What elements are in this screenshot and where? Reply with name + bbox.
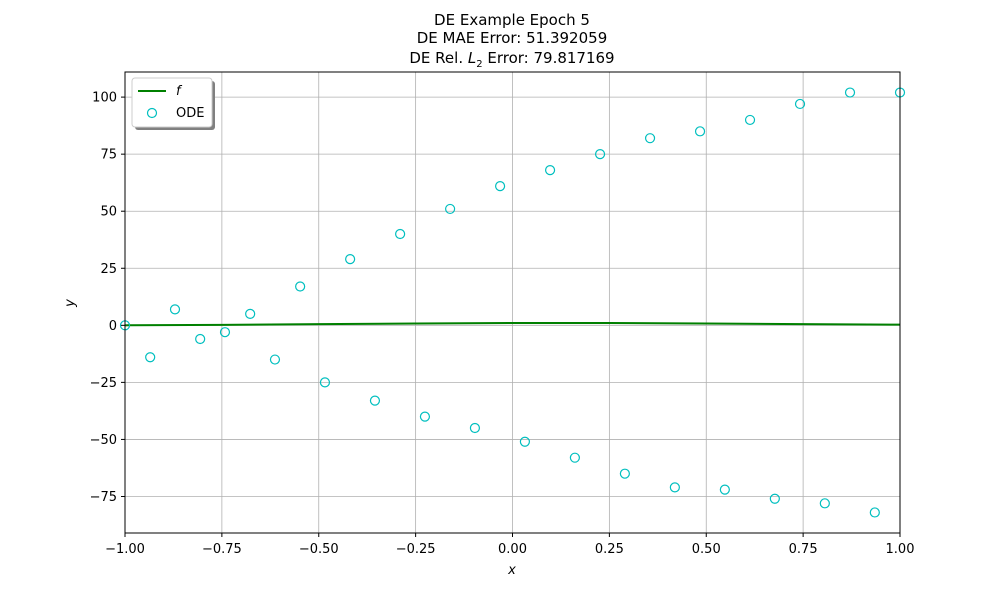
ode-point bbox=[594, 149, 606, 160]
ode-point bbox=[295, 281, 306, 292]
chart-title-line3: DE Rel. L2 Error: 79.817169 bbox=[409, 49, 614, 70]
y-tick-label: 50 bbox=[100, 205, 117, 220]
x-axis-label: x bbox=[507, 563, 516, 578]
x-tick-label: 0.50 bbox=[692, 542, 721, 557]
ode-point bbox=[369, 395, 381, 406]
ode-point bbox=[744, 114, 756, 126]
y-tick-label: 75 bbox=[100, 148, 117, 163]
ode-point bbox=[694, 126, 706, 137]
ode-point bbox=[769, 493, 780, 504]
grid bbox=[124, 72, 901, 533]
ode-point bbox=[145, 352, 156, 363]
ode-point bbox=[719, 484, 730, 495]
x-tick-label: −1.00 bbox=[105, 542, 145, 557]
ode-point bbox=[519, 436, 531, 447]
ode-point bbox=[345, 254, 356, 265]
y-tick-label: −50 bbox=[90, 433, 117, 448]
ode-point bbox=[669, 482, 680, 493]
title-line3-suffix: Error: 79.817169 bbox=[483, 49, 615, 67]
ode-point bbox=[569, 452, 580, 463]
y-tick-label: −75 bbox=[90, 490, 117, 505]
ode-point bbox=[844, 87, 856, 98]
title-line3-math: L bbox=[468, 49, 476, 67]
x-tick-label: 0.25 bbox=[595, 542, 624, 557]
y-tick-label: 100 bbox=[92, 91, 117, 106]
legend-label-f: f bbox=[176, 84, 183, 99]
x-tick-label: −0.50 bbox=[299, 542, 339, 557]
ode-point bbox=[245, 308, 256, 320]
ode-point bbox=[544, 165, 556, 176]
chart-title-line2: DE MAE Error: 51.392059 bbox=[417, 29, 607, 47]
ode-point bbox=[495, 181, 506, 192]
line-series-layer bbox=[124, 322, 901, 327]
ode-point bbox=[395, 228, 406, 240]
ode-point bbox=[469, 422, 481, 434]
legend-marker-swatch bbox=[146, 107, 158, 119]
y-tick-label: 25 bbox=[100, 262, 117, 277]
x-tick-label: 0.75 bbox=[789, 542, 818, 557]
ode-point bbox=[794, 98, 806, 110]
ode-point bbox=[445, 203, 456, 215]
ode-point bbox=[819, 498, 830, 509]
y-axis-ticks: −75 −50 −25 0 25 50 75 100 bbox=[90, 91, 125, 505]
ode-point bbox=[195, 333, 206, 345]
title-line3-subscript: 2 bbox=[476, 59, 482, 70]
ode-point bbox=[644, 133, 656, 144]
legend-label-ode: ODE bbox=[176, 106, 204, 121]
ode-point bbox=[619, 468, 630, 479]
series-line-f bbox=[124, 322, 901, 327]
x-tick-label: 1.00 bbox=[886, 542, 915, 557]
ode-point bbox=[219, 327, 231, 338]
x-axis-ticks: −1.00 −0.75 −0.50 −0.25 0.00 0.25 0.50 0.75 1.00 bbox=[105, 533, 914, 557]
title-line3-prefix: DE Rel. bbox=[409, 49, 467, 67]
ode-point bbox=[269, 354, 281, 365]
y-tick-label: −25 bbox=[90, 376, 117, 391]
y-tick-label: 0 bbox=[109, 319, 117, 334]
x-tick-label: −0.25 bbox=[396, 542, 436, 557]
legend: f ODE bbox=[131, 77, 215, 130]
ode-point bbox=[869, 507, 880, 518]
x-tick-label: −0.75 bbox=[202, 542, 242, 557]
chart-title-line1: DE Example Epoch 5 bbox=[434, 11, 590, 29]
ode-point bbox=[169, 304, 181, 315]
ode-point bbox=[319, 377, 331, 388]
x-tick-label: 0.00 bbox=[498, 542, 527, 557]
ode-point bbox=[419, 411, 431, 422]
y-axis-label: y bbox=[63, 299, 78, 308]
